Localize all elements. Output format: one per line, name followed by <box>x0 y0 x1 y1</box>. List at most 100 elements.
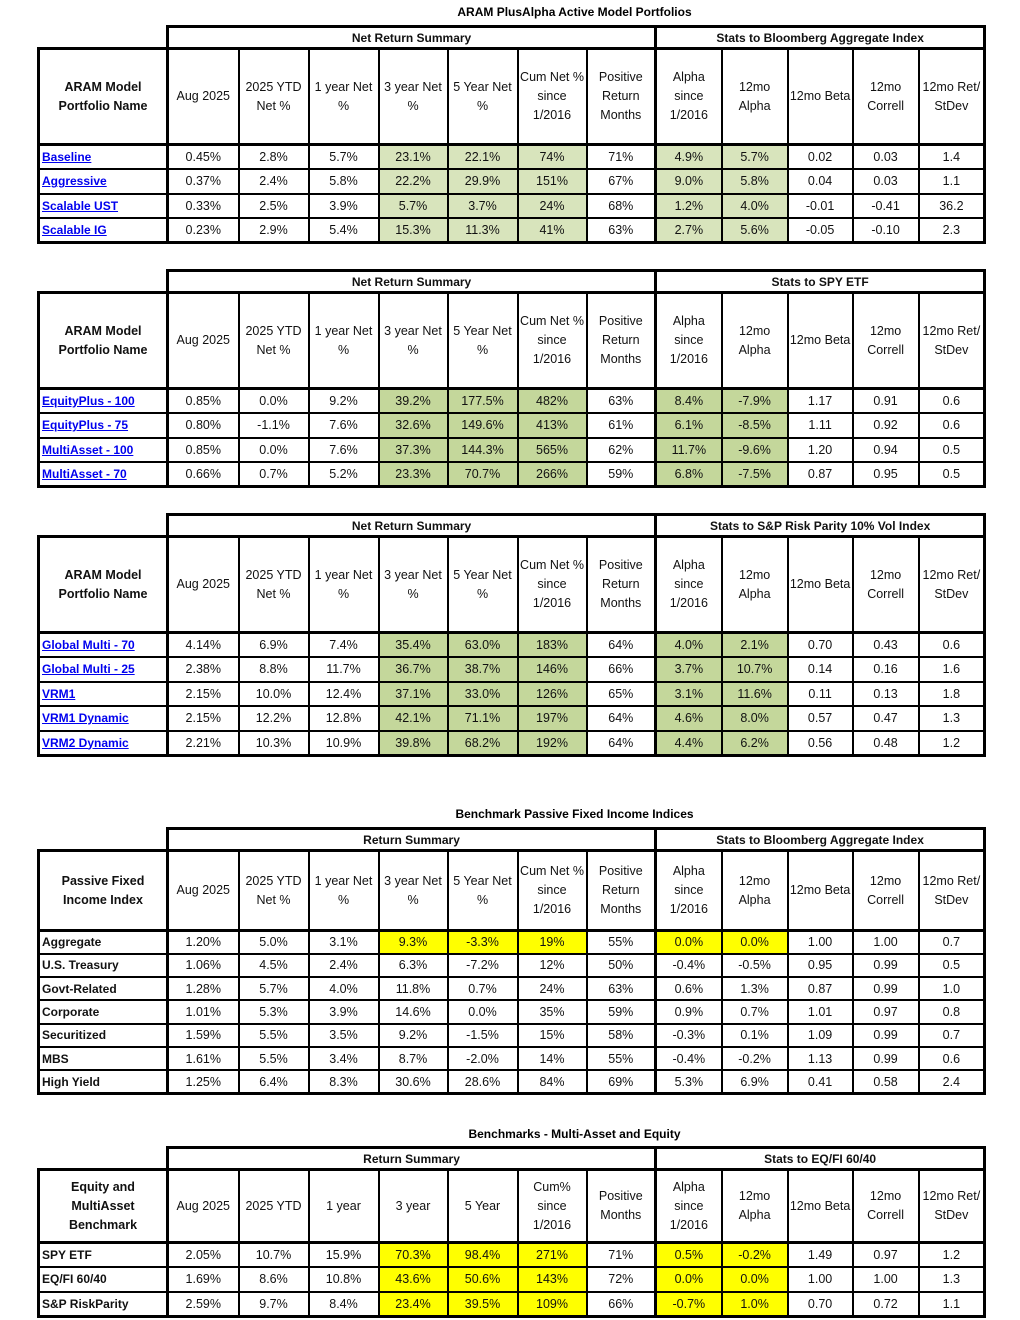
value-cell: 5.3% <box>654 1069 723 1096</box>
value-cell: 3.1% <box>307 929 380 955</box>
portfolio-link[interactable]: Scalable UST <box>42 198 119 213</box>
portfolio-link[interactable]: MultiAsset - 70 <box>42 467 127 481</box>
column-header-name: ARAM Model Portfolio Name <box>37 535 169 634</box>
blank-cell <box>38 514 169 537</box>
value-cell: 1.20 <box>786 436 854 463</box>
value-cell: 0.66% <box>166 461 240 488</box>
table-title: ARAM PlusAlpha Active Model Portfolios <box>457 5 692 19</box>
value-cell: 0.5 <box>917 461 987 488</box>
portfolio-link[interactable]: VRM2 Dynamic <box>42 735 129 750</box>
value-cell: 192% <box>516 729 588 757</box>
value-cell: 22.1% <box>446 143 519 170</box>
column-header: 5 Year <box>446 1168 519 1244</box>
value-cell: -0.2% <box>720 1045 789 1072</box>
value-cell: 0.13 <box>851 680 920 707</box>
portfolio-link[interactable]: Scalable IG <box>42 223 107 237</box>
value-cell: 2.38% <box>166 656 240 683</box>
row-name-cell[interactable]: Baseline <box>37 143 169 170</box>
value-cell: 0.70 <box>786 631 854 658</box>
table-title: Benchmarks - Multi-Asset and Equity <box>468 1127 681 1141</box>
value-cell: 5.5% <box>237 1045 310 1072</box>
value-cell: 19% <box>516 929 588 955</box>
value-cell: 565% <box>516 436 588 463</box>
value-cell: 63% <box>585 976 658 1002</box>
value-cell: 149.6% <box>446 412 519 439</box>
column-header: 12mo Beta <box>786 47 854 146</box>
value-cell: 2.4% <box>237 168 310 195</box>
group-header-returns: Net Return Summary <box>166 269 658 294</box>
row-name-cell[interactable]: EquityPlus - 75 <box>37 412 169 439</box>
portfolio-link[interactable]: EquityPlus - 100 <box>42 394 135 408</box>
column-header: 5 Year Net % <box>446 291 519 390</box>
value-cell: 0.6 <box>917 1045 987 1072</box>
row-name-cell[interactable]: Global Multi - 25 <box>37 656 169 683</box>
row-name-cell[interactable]: EquityPlus - 100 <box>37 387 169 414</box>
value-cell: 266% <box>516 461 588 488</box>
value-cell: 1.1 <box>917 1290 987 1318</box>
table-row: S&P RiskParity 2.59% 9.7% 8.4% 23.4% 39.5% 109… <box>37 1290 987 1318</box>
row-name-cell[interactable]: Aggressive <box>37 168 169 195</box>
column-header: 12mo Correll <box>851 849 920 932</box>
value-cell: 39.2% <box>377 387 449 414</box>
portfolio-link[interactable]: EquityPlus - 75 <box>42 418 129 433</box>
value-cell: 1.06% <box>166 952 240 979</box>
portfolio-link[interactable]: VRM1 <box>42 686 76 701</box>
value-cell: 29.9% <box>446 168 519 195</box>
table-row: Global Multi - 25 2.38% 8.8% 11.7% 36.7% 38.7… <box>37 656 987 683</box>
portfolio-link[interactable]: Global Multi - 70 <box>42 638 135 652</box>
portfolio-link[interactable]: VRM1 Dynamic <box>42 711 129 726</box>
returns-table: Net Return Summary Stats to Bloomberg Agg… <box>37 25 987 244</box>
value-cell: 0.0% <box>720 1266 789 1293</box>
value-cell: 6.8% <box>654 461 723 488</box>
column-header: Positive Return Months <box>585 535 658 634</box>
table-row: High Yield 1.25% 6.4% 8.3% 30.6% 28.6% 84% 69% 5… <box>37 1069 987 1096</box>
value-cell: 0.04 <box>786 168 854 195</box>
row-name-cell[interactable]: Scalable IG <box>37 217 169 244</box>
value-cell: 36.2 <box>917 192 987 219</box>
column-header: Aug 2025 <box>166 47 240 146</box>
value-cell: 0.1% <box>720 1022 789 1048</box>
value-cell: 84% <box>516 1069 588 1096</box>
value-cell: -1.1% <box>237 412 310 439</box>
row-name-cell[interactable]: Scalable UST <box>37 192 169 219</box>
value-cell: 8.3% <box>307 1069 380 1096</box>
row-name-cell[interactable]: VRM2 Dynamic <box>37 729 169 757</box>
value-cell: 0.95 <box>851 461 920 488</box>
value-cell: 1.61% <box>166 1045 240 1072</box>
value-cell: -0.2% <box>720 1241 789 1268</box>
table-row: Global Multi - 70 4.14% 6.9% 7.4% 35.4% 63.0%… <box>37 631 987 658</box>
column-header: 1 year <box>307 1168 380 1244</box>
value-cell: 24% <box>516 976 588 1002</box>
value-cell: 5.0% <box>237 929 310 955</box>
row-name-cell[interactable]: Global Multi - 70 <box>37 631 169 658</box>
value-cell: 6.3% <box>377 952 449 979</box>
column-header: 3 year <box>377 1168 449 1244</box>
column-header: 12mo Alpha <box>720 291 789 390</box>
blank-cell <box>38 828 169 851</box>
value-cell: 12% <box>516 952 588 979</box>
portfolio-link[interactable]: Aggressive <box>42 174 107 189</box>
table-row: MultiAsset - 70 0.66% 0.7% 5.2% 23.3% 70.7% 26… <box>37 461 987 488</box>
value-cell: 3.4% <box>307 1045 380 1072</box>
portfolio-link[interactable]: MultiAsset - 100 <box>42 442 134 457</box>
value-cell: 126% <box>516 680 588 707</box>
row-name-cell[interactable]: VRM1 Dynamic <box>37 705 169 732</box>
value-cell: 1.4 <box>917 143 987 170</box>
value-cell: 4.9% <box>654 143 723 170</box>
value-cell: 70.7% <box>446 461 519 488</box>
value-cell: 0.0% <box>654 1266 723 1293</box>
value-cell: 2.15% <box>166 680 240 707</box>
portfolio-link[interactable]: Global Multi - 25 <box>42 662 135 677</box>
row-name-cell[interactable]: MultiAsset - 100 <box>37 436 169 463</box>
value-cell: 69% <box>585 1069 658 1096</box>
value-cell: 4.6% <box>654 705 723 732</box>
row-name-cell[interactable]: VRM1 <box>37 680 169 707</box>
column-header: 12mo Correll <box>851 1168 920 1244</box>
value-cell: 65% <box>585 680 658 707</box>
value-cell: 10.3% <box>237 729 310 757</box>
column-header-name: Passive Fixed Income Index <box>37 849 169 932</box>
column-header: Alpha since 1/2016 <box>654 849 723 932</box>
portfolio-link[interactable]: Baseline <box>42 150 92 164</box>
row-name-cell[interactable]: MultiAsset - 70 <box>37 461 169 488</box>
value-cell: 5.4% <box>307 217 380 244</box>
